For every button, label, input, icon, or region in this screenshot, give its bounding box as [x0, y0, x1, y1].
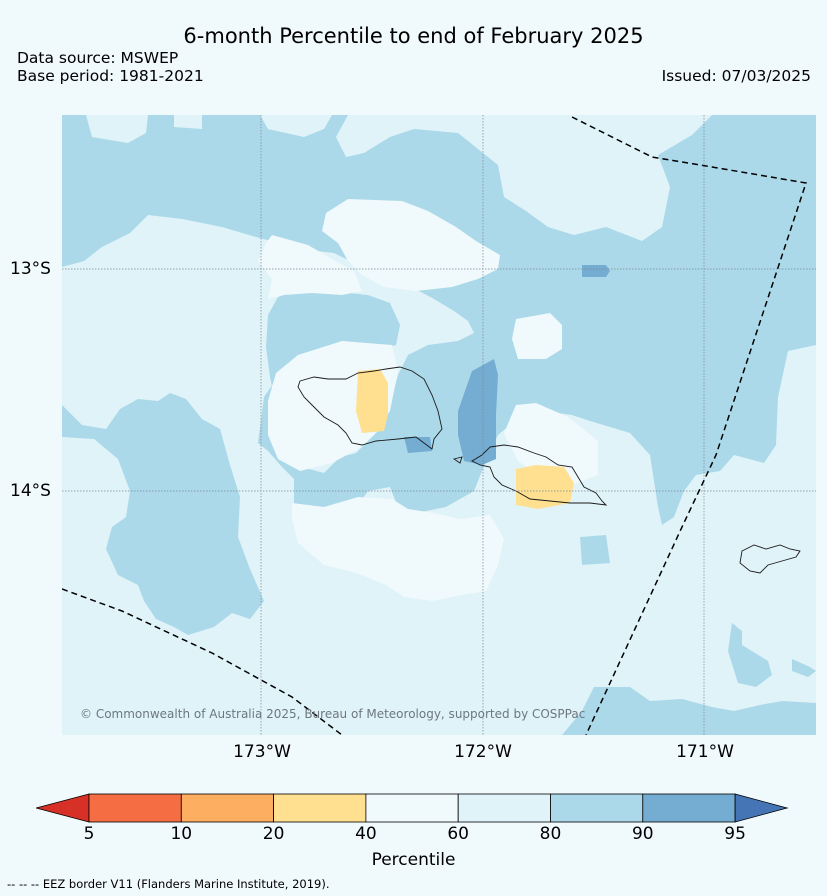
colorbar-segment [88, 793, 182, 823]
lon-label-172w: 172°W [454, 742, 512, 762]
colorbar-tick-label: 90 [631, 824, 654, 844]
colorbar-tick-label: 5 [83, 824, 95, 844]
colorbar-extend-low [36, 793, 90, 823]
lat-label-14s: 14°S [10, 481, 51, 501]
copyright-notice: © Commonwealth of Australia 2025, Bureau… [80, 707, 586, 721]
colorbar-tick-label: 95 [724, 824, 746, 844]
region-20-40 [356, 369, 574, 509]
map-title: 6-month Percentile to end of February 20… [183, 24, 644, 48]
lat-label-13s: 13°S [10, 259, 51, 279]
colorbar-extend-high [734, 793, 789, 823]
colorbar-segment [180, 793, 275, 823]
colorbar-segment [457, 793, 551, 823]
colorbar-segment [365, 793, 459, 823]
graticule [62, 115, 816, 735]
region-90-95 [404, 265, 610, 465]
colorbar-tick-label: 60 [447, 824, 470, 844]
colorbar-tick-label: 10 [170, 824, 193, 844]
island-coastlines [297, 366, 801, 574]
lon-label-173w: 173°W [233, 742, 291, 762]
colorbar-tick-label: 40 [355, 824, 377, 844]
eez-legend-note: -- -- -- EEZ border V11 (Flanders Marine… [7, 877, 330, 891]
eez-borders [62, 116, 807, 735]
base-period: Base period: 1981-2021 [17, 67, 204, 85]
data-source: Data source: MSWEP [17, 49, 179, 67]
colorbar-label: Percentile [371, 850, 456, 870]
colorbar-tick-label: 80 [539, 824, 562, 844]
colorbar-tick-label: 20 [262, 824, 285, 844]
map-panel [62, 115, 816, 735]
colorbar-segment [273, 793, 367, 823]
colorbar-segment [550, 793, 644, 823]
colorbar-segment [642, 793, 736, 823]
colorbar [36, 793, 789, 823]
lon-label-171w: 171°W [676, 742, 734, 762]
region-80-90 [62, 115, 816, 735]
issued-date: Issued: 07/03/2025 [661, 67, 811, 85]
